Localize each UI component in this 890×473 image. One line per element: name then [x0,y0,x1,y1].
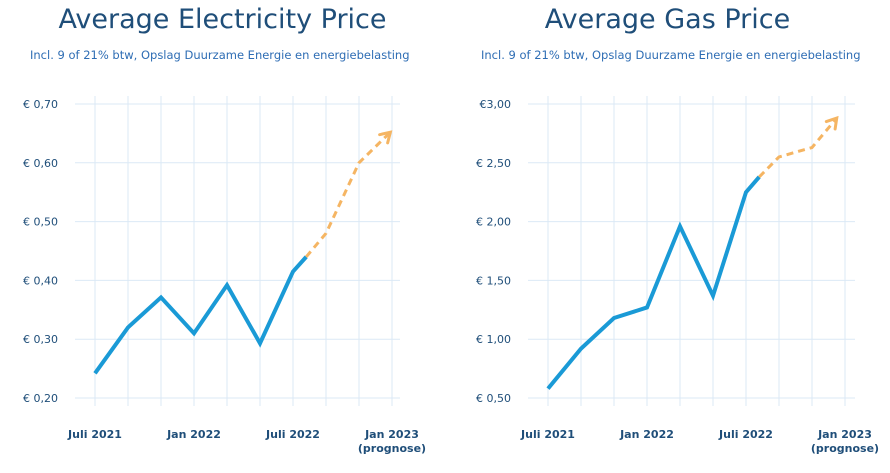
y-tick-label: € 0,40 [23,274,58,287]
gas-chart-subtitle: Incl. 9 of 21% btw, Opslag Duurzame Ener… [481,48,861,62]
x-tick-sublabel: (prognose) [358,442,426,455]
grid [75,96,400,406]
x-tick-label: Juli 2022 [265,428,320,441]
actual-series-line [546,175,761,390]
gas-chart-title: Average Gas Price [544,4,791,35]
x-tick-label: Juli 2021 [520,428,575,441]
x-tick-label: Jan 2022 [619,428,674,441]
x-tick-label: Jan 2023 [817,428,872,441]
y-tick-label: €3,00 [480,98,512,111]
y-tick-label: € 0,70 [23,98,58,111]
electricity-chart-panel: Average Electricity Price Incl. 9 of 21%… [23,4,426,455]
y-tick-label: € 0,20 [23,392,58,405]
y-tick-label: € 1,50 [476,274,511,287]
actual-series-line [93,255,308,375]
y-tick-label: € 0,50 [23,216,58,229]
electricity-price-chart: € 0,20 € 0,30 € 0,40 € 0,50 € 0,60 € 0,70 Juli… [23,96,426,455]
x-tick-label: Jan 2023 [364,428,419,441]
forecast-arrow-head [378,130,393,145]
y-tick-label: € 2,00 [476,216,511,229]
forecast-series-line [758,117,838,178]
grid [528,96,855,406]
electricity-chart-title: Average Electricity Price [58,4,387,35]
x-tick-sublabel: (prognose) [811,442,879,455]
electricity-chart-subtitle: Incl. 9 of 21% btw, Opslag Duurzame Ener… [30,48,410,62]
y-tick-label: € 1,00 [476,333,511,346]
gas-chart-panel: Average Gas Price Incl. 9 of 21% btw, Op… [445,0,890,473]
y-tick-label: € 0,50 [476,392,511,405]
forecast-series-line [305,131,392,258]
x-tick-label: Jan 2022 [166,428,221,441]
forecast-arrow-head [824,115,839,131]
x-tick-label: Juli 2021 [67,428,122,441]
gas-price-chart: € 0,50 € 1,00 € 1,50 € 2,00 € 2,50 €3,00 Juli … [476,96,879,455]
y-tick-label: € 0,60 [23,157,58,170]
y-tick-label: € 2,50 [476,157,511,170]
y-tick-label: € 0,30 [23,333,58,346]
x-tick-label: Juli 2022 [718,428,773,441]
